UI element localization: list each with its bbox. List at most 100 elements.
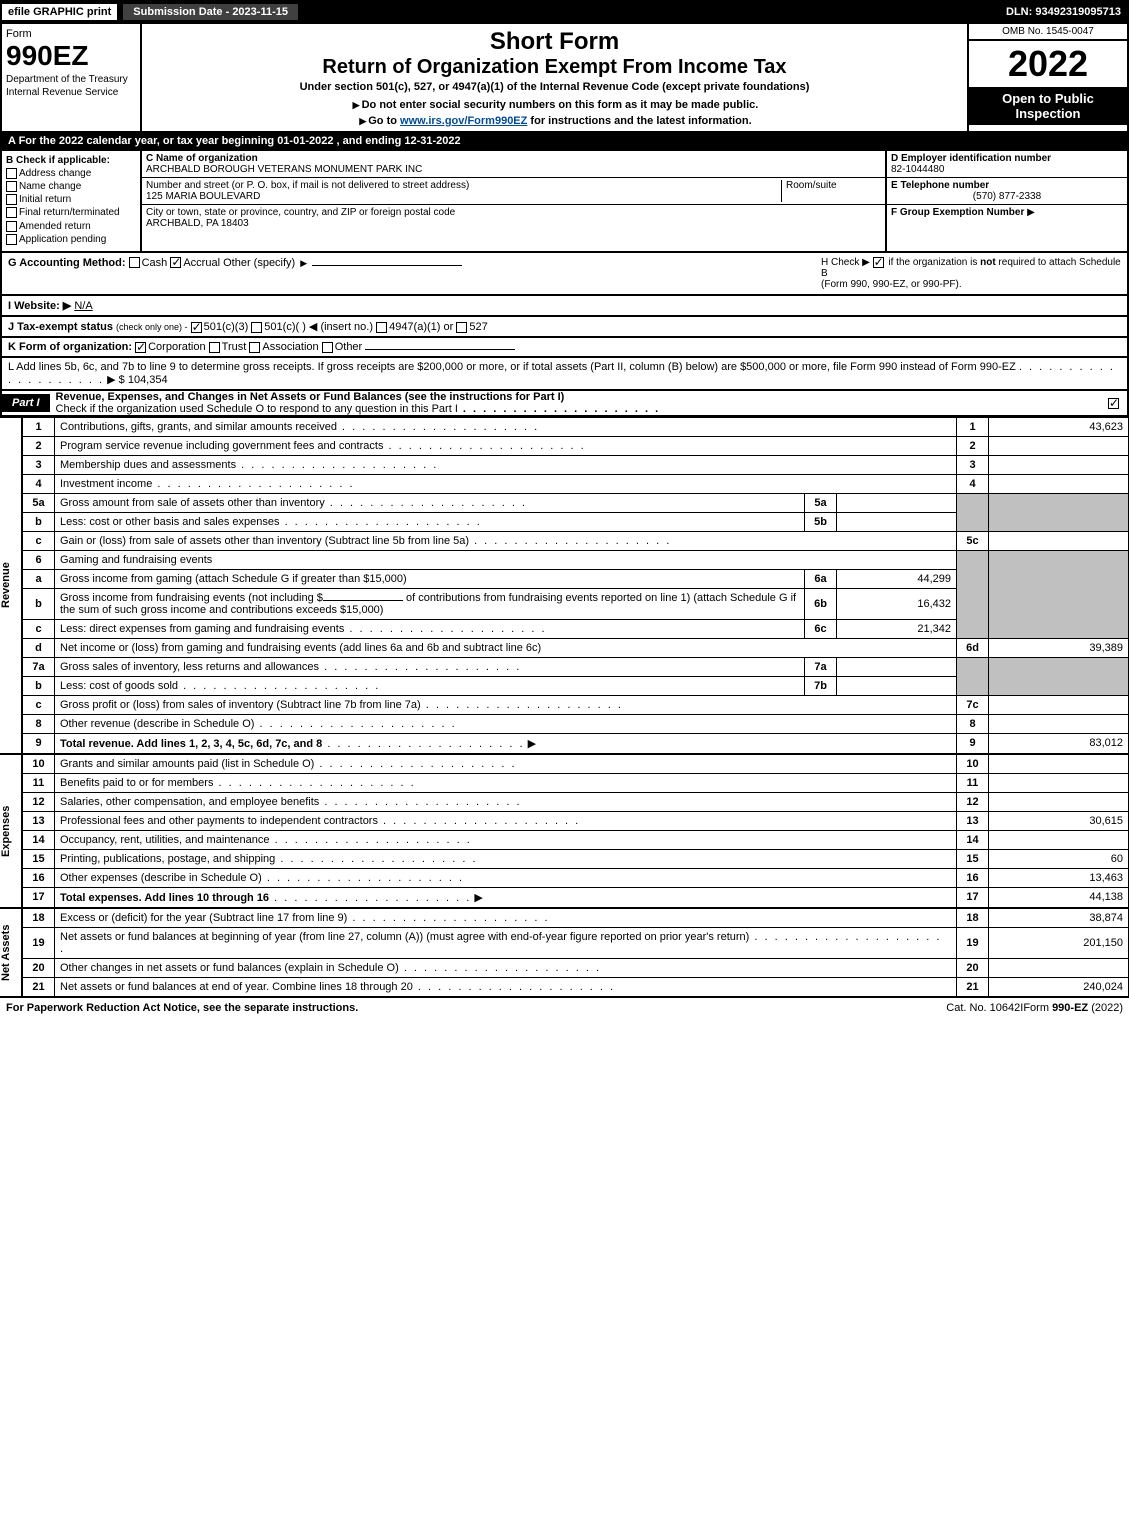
cb-final-return[interactable]: Final return/terminated — [6, 207, 136, 218]
irs-link[interactable]: www.irs.gov/Form990EZ — [400, 115, 527, 127]
dln: DLN: 93492319095713 — [1006, 6, 1129, 18]
header-center: Short Form Return of Organization Exempt… — [142, 24, 967, 131]
line-6: 6Gaming and fundraising events — [23, 550, 1129, 569]
line-2: 2Program service revenue including gover… — [23, 436, 1129, 455]
g-label: G Accounting Method: — [8, 257, 126, 269]
row-j-tax-status: J Tax-exempt status (check only one) - 5… — [0, 317, 1129, 338]
line-18: 18Excess or (deficit) for the year (Subt… — [23, 908, 1129, 927]
cb-initial-return[interactable]: Initial return — [6, 194, 136, 205]
part-1-check-line: Check if the organization used Schedule … — [56, 403, 458, 415]
cb-schedule-o[interactable] — [1108, 398, 1119, 409]
revenue-section: Revenue 1Contributions, gifts, grants, a… — [0, 417, 1129, 754]
cb-501c3[interactable] — [191, 322, 202, 333]
c-name-label: C Name of organization — [146, 153, 258, 164]
col-c-org-info: C Name of organization ARCHBALD BOROUGH … — [142, 151, 887, 251]
col-d-e-f: D Employer identification number 82-1044… — [887, 151, 1127, 251]
row-k-org-form: K Form of organization: Corporation Trus… — [0, 338, 1129, 358]
omb-number: OMB No. 1545-0047 — [969, 24, 1127, 41]
cb-amended-return[interactable]: Amended return — [6, 221, 136, 232]
row-g-h: G Accounting Method: Cash Accrual Other … — [0, 253, 1129, 296]
form-label: Form — [6, 28, 136, 40]
line-11: 11Benefits paid to or for members11 — [23, 773, 1129, 792]
h-check: H Check ▶ if the organization is not req… — [821, 257, 1121, 290]
d-ein-label: D Employer identification number — [891, 153, 1051, 164]
goto-line: Go to www.irs.gov/Form990EZ for instruct… — [146, 115, 963, 127]
l-value: $ 104,354 — [119, 374, 168, 386]
header-left: Form 990EZ Department of the Treasury In… — [2, 24, 142, 131]
cb-trust[interactable] — [209, 342, 220, 353]
part-1-tag: Part I — [2, 394, 50, 412]
line-1: 1Contributions, gifts, grants, and simil… — [23, 417, 1129, 436]
org-city: ARCHBALD, PA 18403 — [146, 218, 249, 229]
cb-cash[interactable] — [129, 257, 140, 268]
i-label: I Website: ▶ — [8, 300, 71, 312]
cb-address-change[interactable]: Address change — [6, 168, 136, 179]
cb-4947[interactable] — [376, 322, 387, 333]
block-b-through-f: B Check if applicable: Address change Na… — [0, 151, 1129, 253]
net-assets-section: Net Assets 18Excess or (deficit) for the… — [0, 908, 1129, 997]
form-header: Form 990EZ Department of the Treasury In… — [0, 24, 1129, 133]
website-value: N/A — [74, 300, 92, 312]
line-8: 8Other revenue (describe in Schedule O)8 — [23, 714, 1129, 733]
line-20: 20Other changes in net assets or fund ba… — [23, 958, 1129, 977]
net-assets-table: 18Excess or (deficit) for the year (Subt… — [22, 908, 1129, 997]
cat-no: Cat. No. 10642I — [946, 1002, 1023, 1014]
dept-treasury: Department of the Treasury — [6, 74, 136, 85]
line-16: 16Other expenses (describe in Schedule O… — [23, 868, 1129, 887]
arrow-icon: ▶ — [1027, 207, 1035, 218]
line-7c: cGross profit or (loss) from sales of in… — [23, 695, 1129, 714]
cb-h-not-required[interactable] — [873, 257, 884, 268]
cb-accrual[interactable] — [170, 257, 181, 268]
line-9: 9Total revenue. Add lines 1, 2, 3, 4, 5c… — [23, 733, 1129, 753]
short-form-title: Short Form — [146, 28, 963, 56]
expenses-section: Expenses 10Grants and similar amounts pa… — [0, 754, 1129, 908]
header-right: OMB No. 1545-0047 2022 Open to Public In… — [967, 24, 1127, 131]
ssn-warning: Do not enter social security numbers on … — [146, 99, 963, 111]
line-17: 17Total expenses. Add lines 10 through 1… — [23, 887, 1129, 907]
org-name: ARCHBALD BOROUGH VETERANS MONUMENT PARK … — [146, 164, 422, 175]
line-5a: 5aGross amount from sale of assets other… — [23, 493, 1129, 512]
form-subtitle: Under section 501(c), 527, or 4947(a)(1)… — [146, 81, 963, 93]
c-addr-label: Number and street (or P. O. box, if mail… — [146, 180, 469, 191]
cb-name-change[interactable]: Name change — [6, 181, 136, 192]
f-group-label: F Group Exemption Number — [891, 207, 1024, 218]
b-header: B Check if applicable: — [6, 155, 136, 166]
tax-year: 2022 — [969, 41, 1127, 87]
expenses-side-label: Expenses — [0, 754, 22, 908]
net-assets-side-label: Net Assets — [0, 908, 22, 997]
submission-date: Submission Date - 2023-11-15 — [123, 4, 298, 20]
paperwork-notice: For Paperwork Reduction Act Notice, see … — [6, 1002, 946, 1014]
revenue-side-label: Revenue — [0, 417, 22, 754]
c-city-label: City or town, state or province, country… — [146, 207, 455, 218]
irs-label: Internal Revenue Service — [6, 87, 136, 98]
e-phone-label: E Telephone number — [891, 180, 989, 191]
efile-print-label[interactable]: efile GRAPHIC print — [0, 2, 119, 22]
cb-501c[interactable] — [251, 322, 262, 333]
line-19: 19Net assets or fund balances at beginni… — [23, 927, 1129, 958]
cb-association[interactable] — [249, 342, 260, 353]
top-bar: efile GRAPHIC print Submission Date - 20… — [0, 0, 1129, 24]
line-5c: cGain or (loss) from sale of assets othe… — [23, 531, 1129, 550]
line-14: 14Occupancy, rent, utilities, and mainte… — [23, 830, 1129, 849]
section-a-tax-year: A For the 2022 calendar year, or tax yea… — [0, 133, 1129, 151]
org-street: 125 MARIA BOULEVARD — [146, 191, 260, 202]
line-13: 13Professional fees and other payments t… — [23, 811, 1129, 830]
form-title: Return of Organization Exempt From Incom… — [146, 56, 963, 79]
col-b-checkboxes: B Check if applicable: Address change Na… — [2, 151, 142, 251]
l-text: L Add lines 5b, 6c, and 7b to line 9 to … — [8, 361, 1016, 373]
line-3: 3Membership dues and assessments3 — [23, 455, 1129, 474]
cb-application-pending[interactable]: Application pending — [6, 234, 136, 245]
line-7a: 7aGross sales of inventory, less returns… — [23, 657, 1129, 676]
expenses-table: 10Grants and similar amounts paid (list … — [22, 754, 1129, 908]
cb-527[interactable] — [456, 322, 467, 333]
room-suite-label: Room/suite — [786, 180, 837, 191]
part-1-header: Part I Revenue, Expenses, and Changes in… — [0, 391, 1129, 417]
cb-corporation[interactable] — [135, 342, 146, 353]
line-6d: dNet income or (loss) from gaming and fu… — [23, 638, 1129, 657]
form-number: 990EZ — [6, 40, 136, 72]
j-label: J Tax-exempt status — [8, 321, 113, 333]
ein-value: 82-1044480 — [891, 164, 944, 175]
cb-other[interactable] — [322, 342, 333, 353]
revenue-table: 1Contributions, gifts, grants, and simil… — [22, 417, 1129, 754]
open-to-public: Open to Public Inspection — [969, 87, 1127, 125]
